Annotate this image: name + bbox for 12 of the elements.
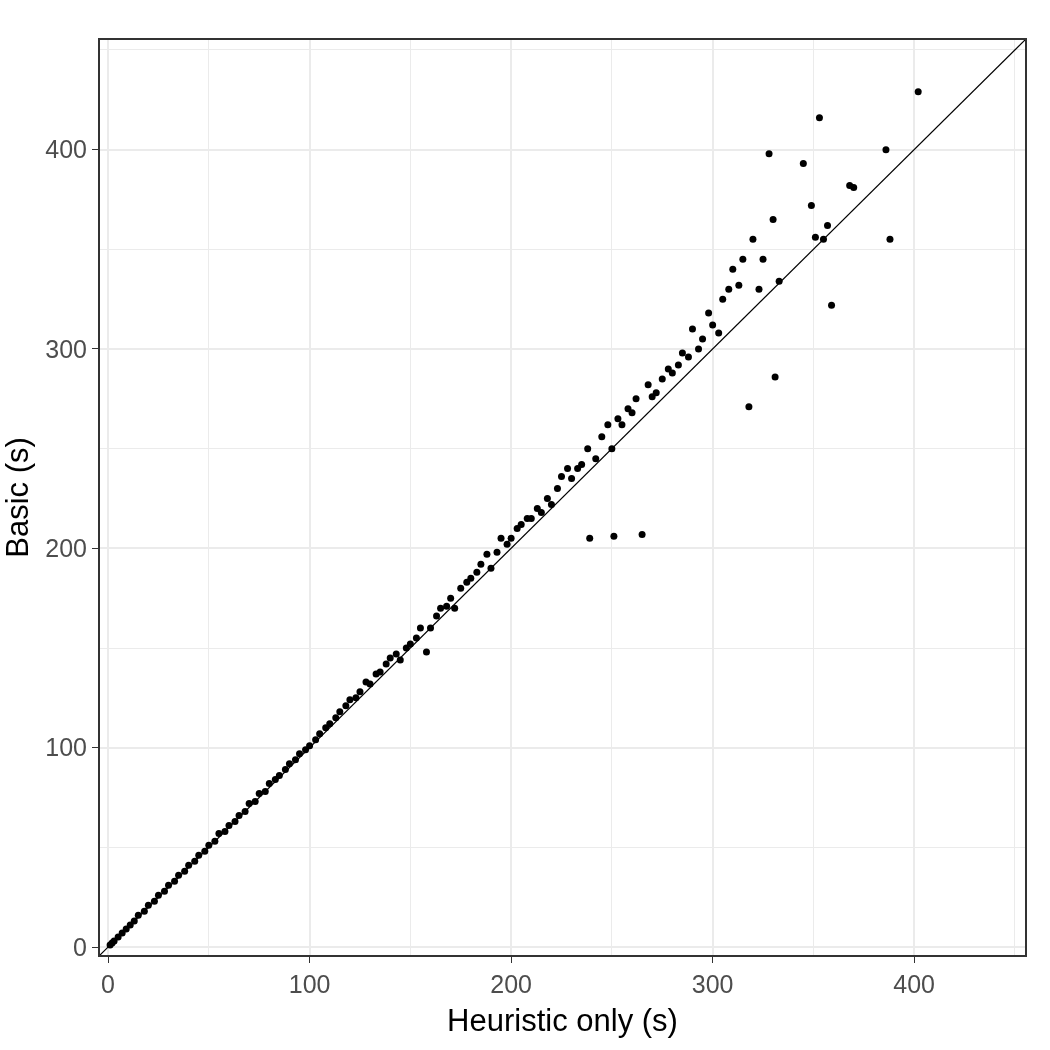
- y-tick-label: 0: [73, 932, 87, 961]
- y-tick-label: 100: [45, 733, 87, 762]
- y-tick-label: 300: [45, 334, 87, 363]
- x-axis-title: Heuristic only (s): [447, 1002, 678, 1038]
- y-axis-title: Basic (s): [0, 437, 35, 558]
- y-tick-label: 400: [45, 135, 87, 164]
- y-tick-label: 200: [45, 534, 87, 563]
- x-tick-label: 300: [691, 970, 734, 998]
- x-tick-label: 0: [101, 970, 116, 998]
- x-tick-label: 100: [288, 970, 331, 998]
- x-tick-label: 200: [490, 970, 532, 998]
- x-tick-label: 400: [893, 970, 936, 998]
